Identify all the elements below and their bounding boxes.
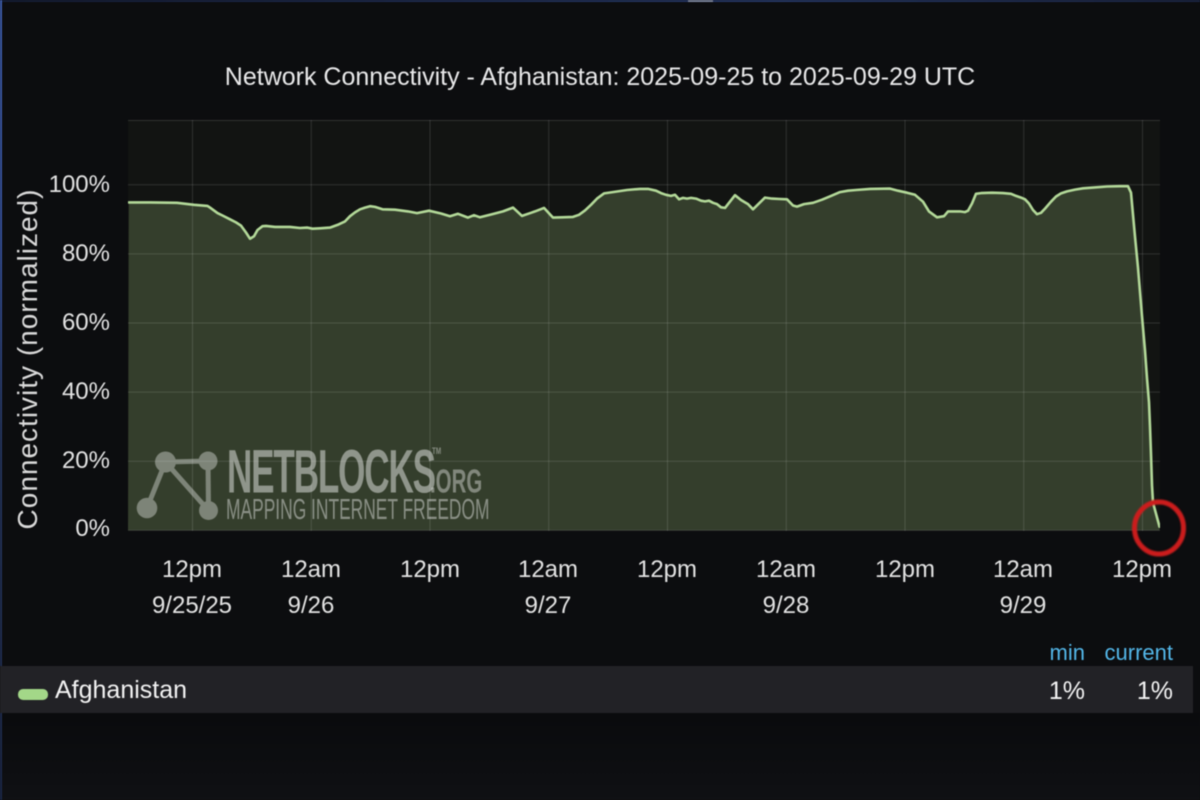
svg-text:TM: TM xyxy=(432,446,441,456)
svg-text:.ORG: .ORG xyxy=(430,462,482,499)
svg-text:MAPPING INTERNET FREEDOM: MAPPING INTERNET FREEDOM xyxy=(226,494,490,527)
svg-text:NETBLOCKS: NETBLOCKS xyxy=(227,437,435,506)
